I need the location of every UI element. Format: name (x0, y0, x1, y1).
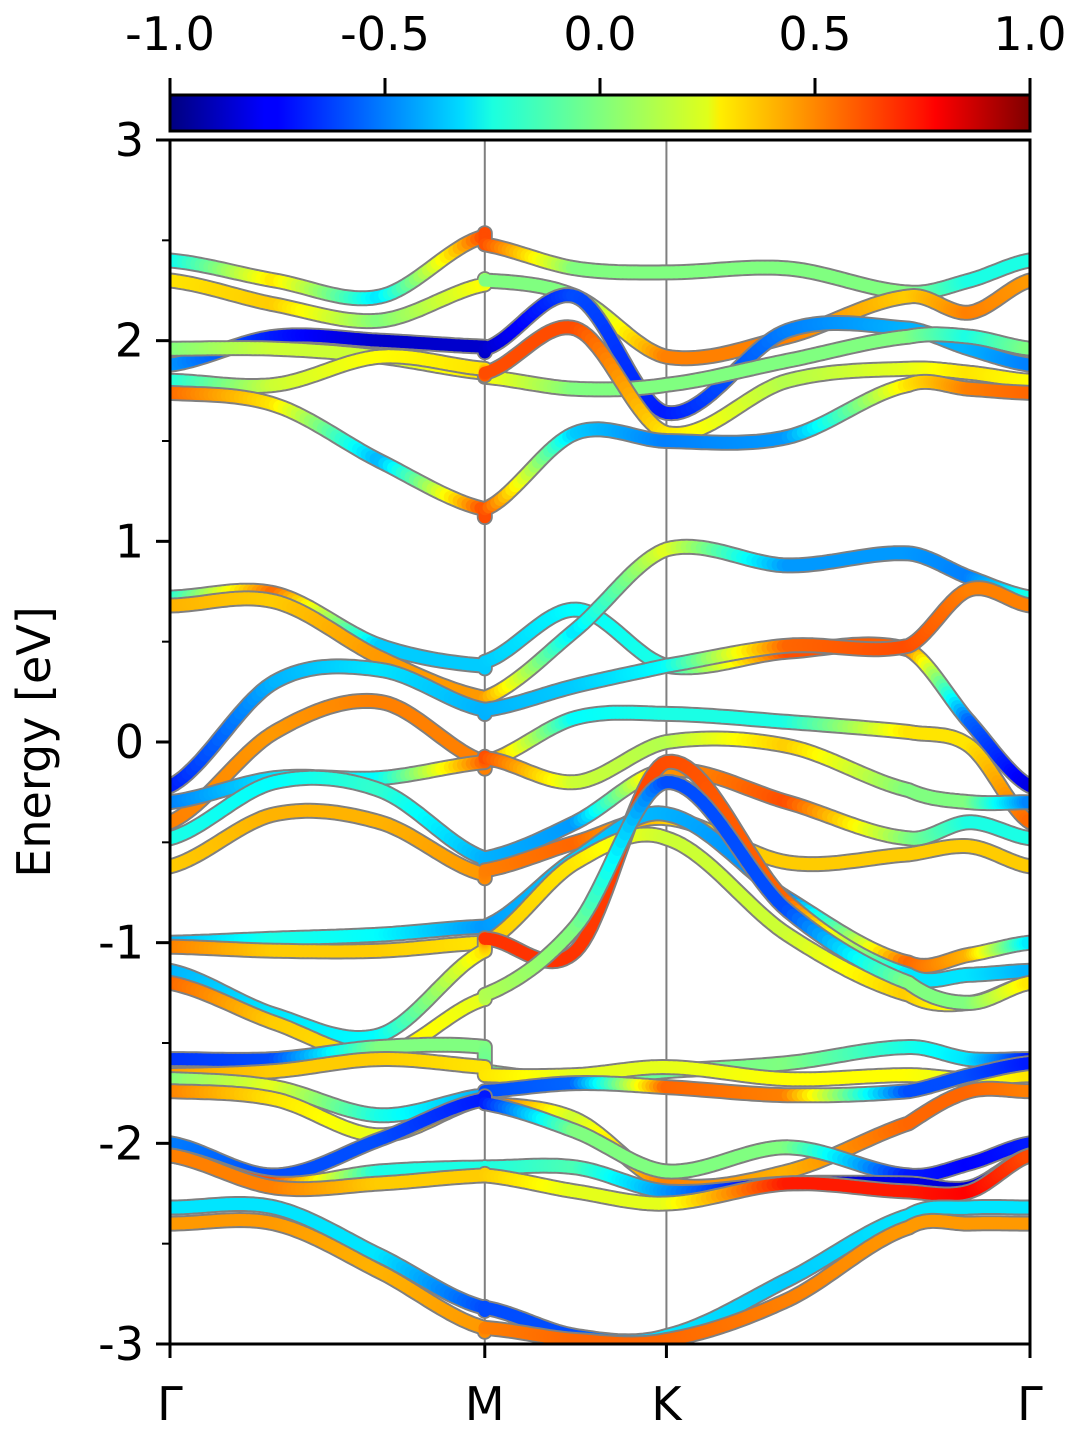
band (170, 1051, 1030, 1088)
colorbar-tick-label: -1.0 (125, 7, 215, 61)
colorbar-ticks: -1.0 -0.5 0.0 0.5 1.0 (125, 7, 1067, 95)
band (170, 225, 1030, 307)
colorbar-tick-label: -0.5 (340, 7, 430, 61)
band (170, 580, 1030, 795)
band (170, 582, 1030, 795)
band (170, 373, 1030, 526)
colorbar-gradient (168, 93, 1032, 133)
band-outline (170, 373, 1030, 526)
colorbar-tick-label: 1.0 (993, 7, 1066, 61)
bands (170, 225, 1030, 1344)
colorbar-tick-label: 0.5 (778, 7, 851, 61)
colorbar: -1.0 -0.5 0.0 0.5 1.0 (125, 7, 1067, 133)
band (170, 730, 1030, 812)
colorbar-tick-label: 0.0 (563, 7, 636, 61)
